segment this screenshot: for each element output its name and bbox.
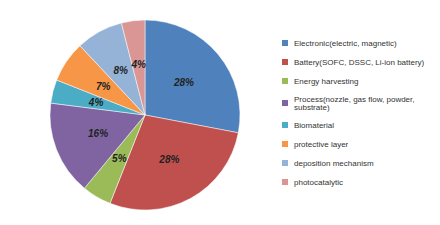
svg-text:Process(nozzle, gas flow, powd: Process(nozzle, gas flow, powder,: [294, 94, 417, 104]
svg-text:4%: 4%: [88, 97, 104, 108]
svg-text:protective layer: protective layer: [294, 140, 349, 149]
svg-text:deposition mechanism: deposition mechanism: [294, 159, 374, 168]
svg-text:4%: 4%: [130, 59, 146, 70]
svg-text:substrate): substrate): [294, 103, 330, 112]
svg-text:Electronic(electric, magnetic): Electronic(electric, magnetic): [294, 39, 397, 48]
svg-text:Biomaterial: Biomaterial: [294, 121, 334, 130]
svg-text:8%: 8%: [113, 65, 128, 76]
svg-text:5%: 5%: [112, 153, 127, 164]
svg-text:28%: 28%: [173, 77, 194, 88]
svg-text:photocatalytic: photocatalytic: [294, 178, 343, 187]
svg-text:28%: 28%: [158, 154, 179, 165]
svg-text:16%: 16%: [88, 128, 108, 139]
svg-text:Energy harvesting: Energy harvesting: [294, 77, 358, 86]
svg-text:Battery(SOFC, DSSC, Li-ion bat: Battery(SOFC, DSSC, Li-ion battery): [294, 58, 425, 67]
svg-text:7%: 7%: [96, 81, 111, 92]
